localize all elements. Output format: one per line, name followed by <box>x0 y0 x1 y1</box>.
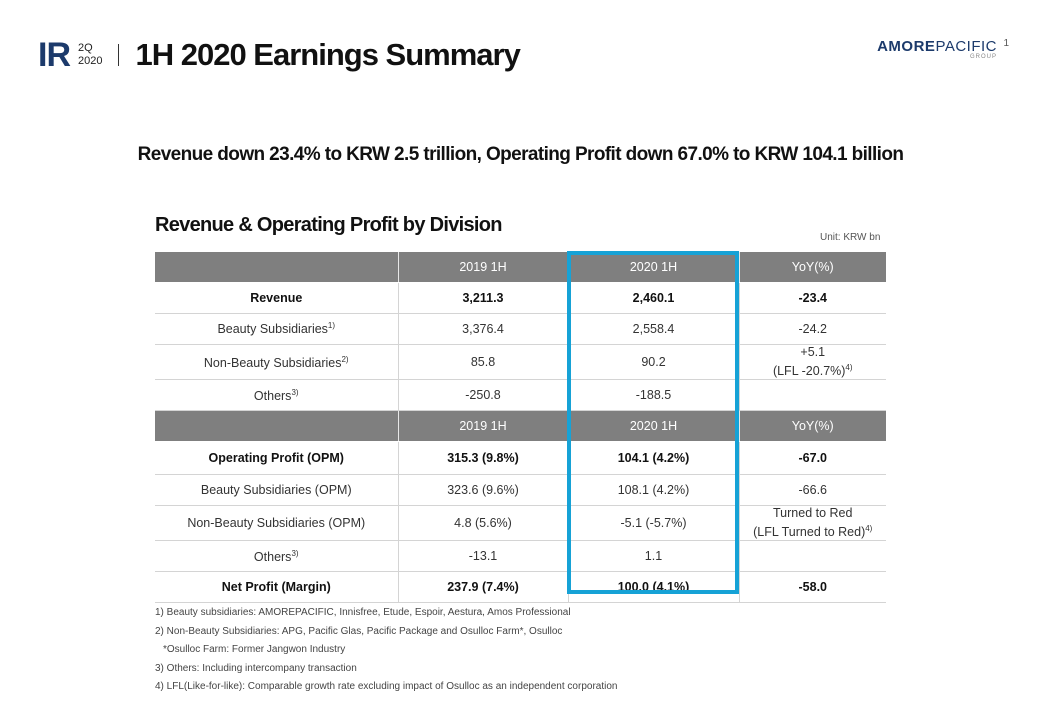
yoy-lfl: (LFL Turned to Red) <box>753 525 866 540</box>
cell-2019: 323.6 (9.6%) <box>397 474 568 507</box>
cell-yoy <box>738 379 886 412</box>
cell-2019: 3,211.3 <box>397 282 568 314</box>
header-cell: YoY(%) <box>738 252 886 283</box>
cell-2020: -188.5 <box>567 379 739 412</box>
row-label: Non-Beauty Subsidiaries2) <box>155 344 398 381</box>
header-cell: YoY(%) <box>738 410 886 443</box>
cell-2020: 104.1 (4.2%) <box>567 441 739 476</box>
headline: Revenue down 23.4% to KRW 2.5 trillion, … <box>137 144 904 165</box>
company-logo: AMOREPACIFIC GROUP <box>877 38 997 60</box>
table-row: Net Profit (Margin) 237.9 (7.4%) 100.0 (… <box>155 571 886 604</box>
table-header-row: 2019 1H 2020 1H YoY(%) <box>155 410 886 443</box>
footnotes: 1) Beauty subsidiaries: AMOREPACIFIC, In… <box>155 604 617 697</box>
cell-2020: 2,558.4 <box>567 313 739 345</box>
header-cell <box>155 410 398 443</box>
footnote: 1) Beauty subsidiaries: AMOREPACIFIC, In… <box>155 607 571 618</box>
header-cell <box>155 252 398 283</box>
footnote-ref: 3) <box>291 548 299 558</box>
header-cell: 2019 1H <box>397 410 568 443</box>
cell-2019: 315.3 (9.8%) <box>397 441 568 476</box>
cell-2020: 90.2 <box>567 344 739 381</box>
header-cell: 2020 1H <box>567 252 739 283</box>
yoy-value: Turned to Red <box>773 506 853 521</box>
yoy-lfl: (LFL -20.7%) <box>772 364 846 379</box>
footnote-ref: 2) <box>341 354 349 364</box>
cell-2020: 2,460.1 <box>567 282 739 314</box>
cell-2019: 85.8 <box>397 344 568 381</box>
row-label: Beauty Subsidiaries1) <box>155 313 398 345</box>
table-row: Non-Beauty Subsidiaries (OPM) 4.8 (5.6%)… <box>155 505 886 542</box>
cell-2019: 3,376.4 <box>397 313 568 345</box>
cell-2020: 1.1 <box>567 540 739 573</box>
year-label: 2020 <box>78 55 103 67</box>
table-row: Others3) -250.8 -188.5 <box>155 379 886 412</box>
cell-yoy: -23.4 <box>738 282 886 314</box>
footnote: 2) Non-Beauty Subsidiaries: APG, Pacific… <box>155 625 563 637</box>
header-divider <box>118 44 120 66</box>
row-label-text: Non-Beauty Subsidiaries <box>203 355 342 370</box>
row-label: Beauty Subsidiaries (OPM) <box>155 474 398 507</box>
row-label: Others3) <box>155 540 398 573</box>
table-header-row: 2019 1H 2020 1H YoY(%) <box>155 252 886 283</box>
cell-2020: 108.1 (4.2%) <box>567 474 739 507</box>
logo-wordmark: AMOREPACIFIC <box>877 38 997 55</box>
footnote-ref: 4) <box>865 524 873 534</box>
table-row: Revenue 3,211.3 2,460.1 -23.4 <box>155 282 886 314</box>
cell-yoy: Turned to Red (LFL Turned to Red)4) <box>738 505 886 542</box>
row-label: Non-Beauty Subsidiaries (OPM) <box>155 505 398 542</box>
cell-2019: -13.1 <box>397 540 568 573</box>
yoy-value: +5.1 <box>800 345 826 359</box>
cell-2019: 4.8 (5.6%) <box>397 505 568 542</box>
section-title: Revenue & Operating Profit by Division <box>155 214 503 236</box>
footnote-ref: 1) <box>327 321 336 331</box>
cell-yoy: -24.2 <box>738 313 886 345</box>
page-header: IR 2Q 2020 1H 2020 Earnings Summary <box>38 34 521 76</box>
cell-yoy: -66.6 <box>738 474 886 507</box>
footnote: 3) Others: Including intercompany transa… <box>155 662 357 674</box>
table-row: Beauty Subsidiaries (OPM) 323.6 (9.6%) 1… <box>155 474 886 507</box>
footnote-ref: 4) <box>845 363 853 372</box>
row-label: Others3) <box>155 379 398 412</box>
table-row: Beauty Subsidiaries1) 3,376.4 2,558.4 -2… <box>155 313 886 345</box>
row-label: Operating Profit (OPM) <box>155 441 398 476</box>
row-label-text: Beauty Subsidiaries <box>217 322 328 337</box>
period-label: 2Q 2020 <box>78 42 102 68</box>
footnote-ref: 3) <box>291 387 299 397</box>
page-number: 1 <box>1003 38 1009 49</box>
table-row: Operating Profit (OPM) 315.3 (9.8%) 104.… <box>155 441 886 476</box>
header-cell: 2019 1H <box>397 252 568 283</box>
cell-yoy <box>738 540 886 573</box>
logo-subtitle: GROUP <box>969 54 997 60</box>
footnote: *Osulloc Farm: Former Jangwon Industry <box>163 644 346 656</box>
row-label-text: Others <box>253 388 292 403</box>
cell-yoy: -67.0 <box>738 441 886 476</box>
cell-2019: -250.8 <box>397 379 568 412</box>
table-row: Others3) -13.1 1.1 <box>155 540 886 573</box>
header-cell: 2020 1H <box>567 410 739 443</box>
cell-2019: 237.9 (7.4%) <box>397 571 568 604</box>
cell-yoy: +5.1 (LFL -20.7%)4) <box>738 344 886 381</box>
footnote: 4) LFL(Like-for-like): Comparable growth… <box>155 681 618 693</box>
page-title: 1H 2020 Earnings Summary <box>135 37 520 72</box>
logo-light: PACIFIC <box>935 38 997 55</box>
row-label-text: Others <box>253 549 292 564</box>
ir-label: IR <box>38 35 71 74</box>
division-table: 2019 1H 2020 1H YoY(%) Revenue 3,211.3 2… <box>155 252 886 604</box>
table-row: Non-Beauty Subsidiaries2) 85.8 90.2 +5.1… <box>155 344 886 381</box>
cell-yoy: -58.0 <box>738 571 886 604</box>
cell-2020: -5.1 (-5.7%) <box>567 505 739 542</box>
cell-2020: 100.0 (4.1%) <box>567 571 739 604</box>
row-label: Net Profit (Margin) <box>155 571 398 604</box>
row-label: Revenue <box>155 282 398 314</box>
unit-label: Unit: KRW bn <box>820 232 881 243</box>
quarter-label: 2Q <box>78 42 93 54</box>
logo-bold: AMORE <box>877 38 936 55</box>
